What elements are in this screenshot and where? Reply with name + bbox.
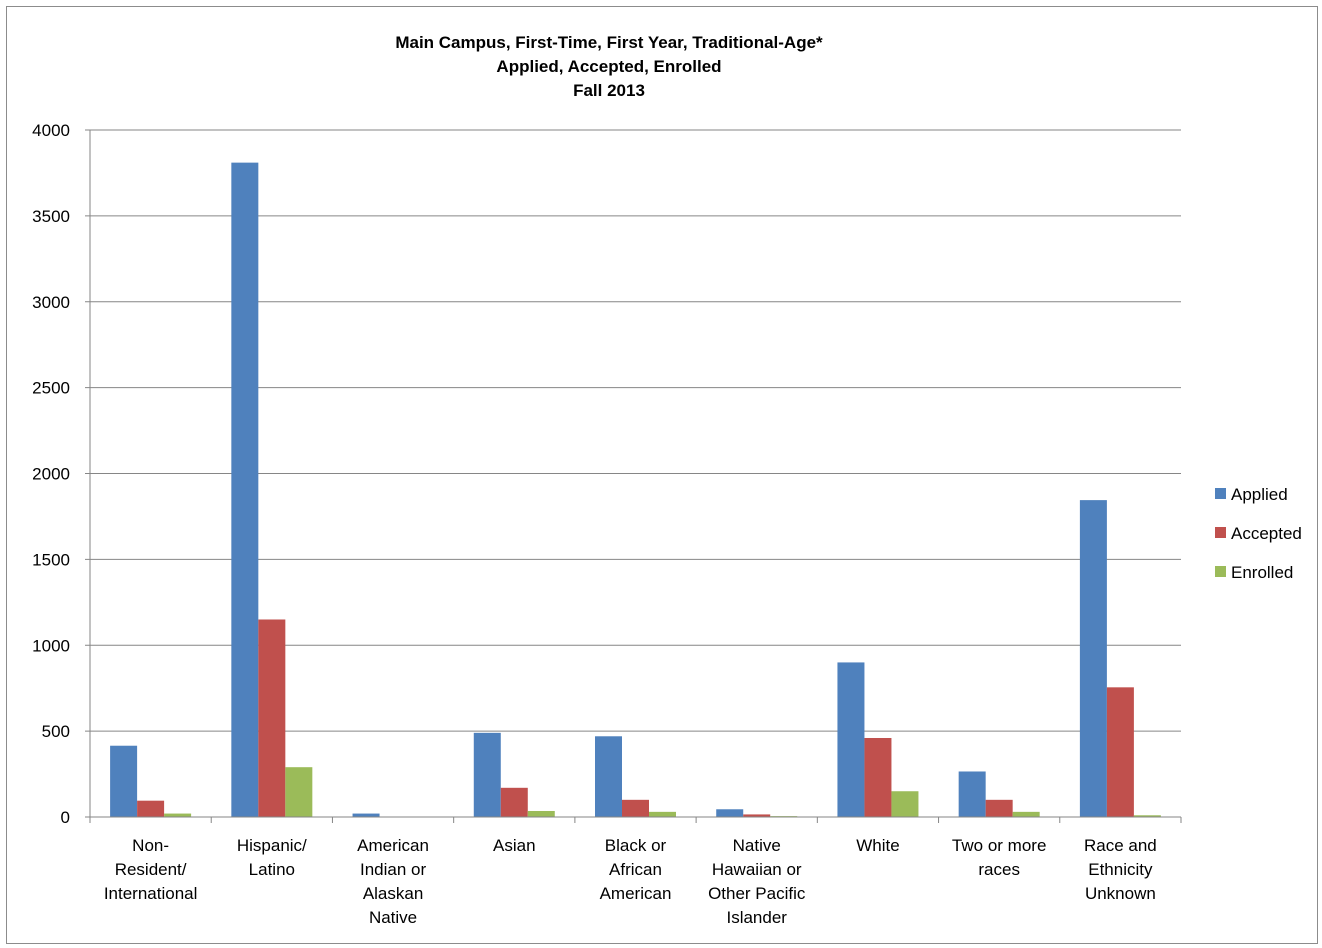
bar-applied: [837, 662, 865, 817]
bar-applied: [231, 162, 259, 817]
legend-label-accepted: Accepted: [1231, 524, 1302, 543]
chart-title-line: Applied, Accepted, Enrolled: [496, 57, 721, 76]
legend-swatch-applied: [1215, 488, 1226, 499]
bar-enrolled: [1012, 811, 1040, 817]
bar-applied: [716, 809, 744, 817]
x-category-label: Race and Ethnicity Unknown: [1084, 836, 1157, 903]
y-tick-label: 1000: [32, 636, 70, 655]
y-tick-label: 0: [61, 808, 70, 827]
y-tick-label: 3500: [32, 207, 70, 226]
x-category-label: Native Hawaiian or Other Pacific Islander: [708, 836, 806, 927]
legend-swatch-enrolled: [1215, 566, 1226, 577]
y-tick-label: 2000: [32, 465, 70, 484]
x-category-label: American Indian or Alaskan Native: [357, 836, 429, 927]
bar-applied: [595, 736, 622, 817]
x-axis-category-labels: Non-Resident/International Hispanic/Latin…: [104, 836, 1157, 927]
x-category-label: Black or African American: [600, 836, 672, 903]
legend-label-applied: Applied: [1231, 485, 1288, 504]
bar-enrolled: [285, 767, 313, 817]
chart-title-line: Main Campus, First-Time, First Year, Tra…: [395, 33, 823, 52]
legend: Applied Accepted Enrolled: [1215, 485, 1302, 582]
bar-accepted: [622, 799, 649, 817]
legend-swatch-accepted: [1215, 527, 1226, 538]
y-axis-ticks: 0 500 1000 1500 2000 2500 3000 3500 4000: [32, 121, 90, 827]
chart-title-line: Fall 2013: [573, 81, 645, 100]
axes: [89, 130, 1182, 823]
bar-applied: [110, 745, 138, 817]
bar-enrolled: [649, 811, 676, 817]
bar-accepted: [864, 737, 892, 817]
bar-accepted: [1106, 687, 1134, 817]
x-category-label: Asian: [493, 836, 536, 855]
bars: [110, 162, 1161, 817]
x-category-label: Non-Resident/International: [104, 836, 198, 903]
y-tick-label: 1500: [32, 550, 70, 569]
bar-accepted: [743, 814, 771, 817]
chart-title: Main Campus, First-Time, First Year, Tra…: [395, 33, 823, 100]
x-category-label: Two or more races: [952, 836, 1046, 879]
y-tick-label: 500: [42, 722, 70, 741]
bar-applied: [352, 813, 380, 817]
bar-enrolled: [891, 791, 919, 817]
bar-applied: [1079, 500, 1107, 817]
legend-label-enrolled: Enrolled: [1231, 563, 1293, 582]
bar-applied: [473, 732, 501, 817]
y-tick-label: 3000: [32, 293, 70, 312]
bar-enrolled: [527, 810, 555, 817]
x-category-label: Hispanic/Latino: [237, 836, 307, 879]
bar-enrolled: [1133, 815, 1161, 817]
bar-accepted: [985, 799, 1013, 817]
bar-applied: [958, 771, 986, 817]
bar-accepted: [137, 800, 165, 817]
bar-enrolled: [164, 813, 192, 817]
y-tick-label: 4000: [32, 121, 70, 140]
y-tick-label: 2500: [32, 379, 70, 398]
bar-accepted: [258, 619, 286, 817]
bar-accepted: [500, 787, 528, 817]
x-category-label: White: [856, 836, 899, 855]
